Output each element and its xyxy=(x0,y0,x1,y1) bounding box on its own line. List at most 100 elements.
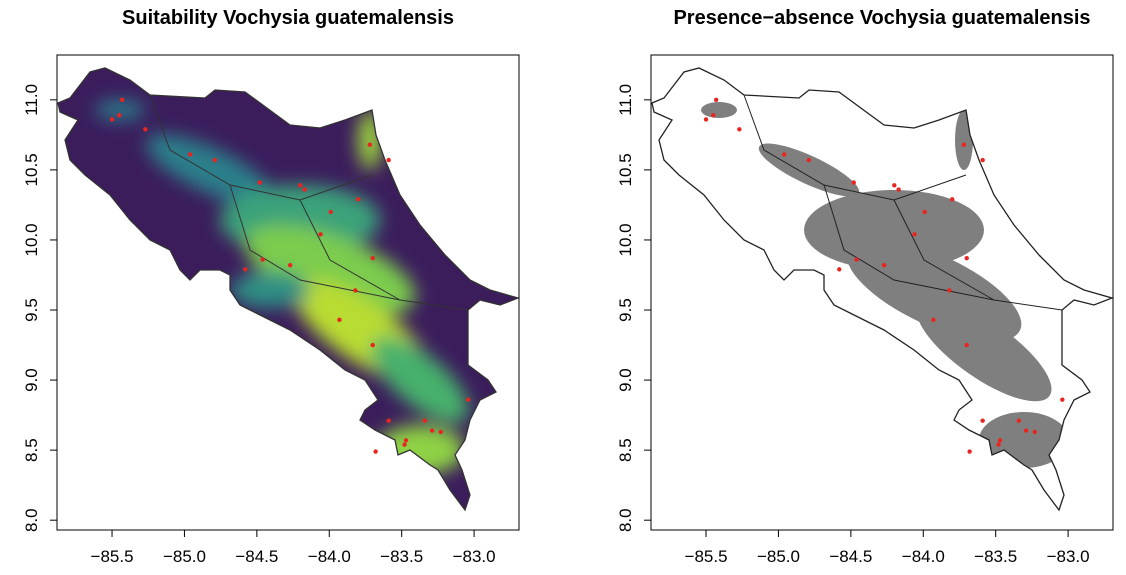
patch xyxy=(916,298,1052,402)
occurrence-point xyxy=(996,442,1001,447)
occurrence-point xyxy=(1023,428,1029,433)
x-tick-label: −84.0 xyxy=(308,547,351,566)
panel-title: Presence−absence Vochysia guatemalensis xyxy=(673,7,1090,29)
occurrence-point xyxy=(980,157,985,163)
occurrence-point xyxy=(243,267,248,272)
occurrence-point xyxy=(912,232,917,237)
occurrence-point xyxy=(737,127,742,132)
x-tick-label: −84.0 xyxy=(902,547,945,566)
occurrence-point xyxy=(837,267,842,272)
occurrence-point xyxy=(892,183,897,188)
occurrence-point xyxy=(881,262,887,268)
x-tick-label: −85.5 xyxy=(685,547,728,566)
blob xyxy=(375,425,465,475)
occurrence-point xyxy=(370,342,375,348)
occurrence-point xyxy=(119,97,125,103)
province-borders xyxy=(149,94,469,311)
x-tick-label: −83.5 xyxy=(380,547,423,566)
occurrence-point xyxy=(109,117,115,122)
occurrence-point xyxy=(961,142,967,147)
y-tick-label: 8.5 xyxy=(616,438,635,462)
occurrence-point xyxy=(703,117,709,122)
occurrence-point xyxy=(980,418,985,423)
occurrence-point xyxy=(997,438,1003,443)
occurrence-point xyxy=(713,97,719,103)
occurrence-point xyxy=(318,232,323,237)
y-tick-label: 9.0 xyxy=(22,368,41,392)
blob xyxy=(95,100,145,120)
occurrence-point xyxy=(302,187,307,192)
occurrence-point xyxy=(386,157,391,163)
x-tick-label: −83.0 xyxy=(453,547,496,566)
occurrence-point xyxy=(967,449,972,454)
y-tick-label: 11.0 xyxy=(616,84,635,116)
occurrence-point xyxy=(466,397,471,402)
y-tick-label: 9.5 xyxy=(616,298,635,322)
occurrence-point xyxy=(260,257,265,262)
province-borders xyxy=(743,94,1063,311)
occurrence-point xyxy=(287,262,293,268)
x-tick-label: −83.5 xyxy=(974,547,1017,566)
occurrence-point xyxy=(429,428,435,433)
occurrence-point xyxy=(854,257,859,262)
x-tick-label: −85.0 xyxy=(163,547,206,566)
blob xyxy=(371,336,469,424)
y-tick-label: 9.0 xyxy=(616,368,635,392)
occurrence-point xyxy=(328,209,333,215)
blob xyxy=(230,272,310,308)
occurrence-point xyxy=(386,418,391,423)
occurrence-point xyxy=(298,183,303,188)
occurrence-point xyxy=(367,142,373,147)
occurrence-point xyxy=(1032,429,1037,435)
occurrence-point xyxy=(356,197,361,202)
x-tick-label: −85.5 xyxy=(91,547,134,566)
occurrence-point xyxy=(931,317,936,323)
occurrence-point xyxy=(950,197,955,202)
occurrence-point xyxy=(257,180,262,185)
occurrence-point xyxy=(806,157,812,163)
occurrence-point xyxy=(1016,418,1022,423)
occurrence-point xyxy=(964,255,969,261)
occurrence-point xyxy=(711,113,716,118)
occurrence-point xyxy=(782,152,787,157)
occurrence-point xyxy=(964,342,969,348)
occurrence-point xyxy=(117,113,122,118)
occurrence-point xyxy=(353,288,358,293)
occurrence-point xyxy=(370,255,375,261)
plot-frame xyxy=(650,54,1114,531)
y-tick-label: 9.5 xyxy=(22,298,41,322)
raster-blobs xyxy=(95,100,469,475)
y-tick-label: 10.0 xyxy=(616,223,635,256)
suitability-raster xyxy=(57,67,519,511)
x-tick-label: −84.5 xyxy=(235,547,278,566)
occurrence-point xyxy=(896,187,901,192)
x-tick-label: −85.0 xyxy=(757,547,800,566)
occurrence-point xyxy=(422,418,428,423)
occurrence-point xyxy=(373,449,378,454)
y-tick-label: 11.0 xyxy=(22,84,41,116)
occurrence-point xyxy=(337,317,342,323)
y-tick-label: 8.0 xyxy=(616,508,635,532)
occurrence-point xyxy=(947,288,952,293)
occurrence-point xyxy=(403,438,409,443)
occurrence-point xyxy=(851,180,856,185)
occurrence-point xyxy=(212,157,218,163)
y-tick-label: 8.5 xyxy=(22,438,41,462)
patch xyxy=(955,110,973,170)
patch xyxy=(979,412,1069,468)
x-tick-label: −84.5 xyxy=(829,547,872,566)
plot-frame xyxy=(56,54,520,531)
x-tick-label: −83.0 xyxy=(1047,547,1090,566)
occurrence-point xyxy=(1060,397,1065,402)
occurrence-point xyxy=(438,429,443,435)
occurrence-point xyxy=(188,152,193,157)
panel-title: Suitability Vochysia guatemalensis xyxy=(122,7,454,29)
patch xyxy=(701,102,737,118)
y-tick-label: 8.0 xyxy=(22,508,41,532)
occurrence-point xyxy=(143,127,148,132)
occurrence-point xyxy=(402,442,407,447)
axes-layer: −85.5 −85.0 −84.5 −84.0 −83.5 −83.0 8.0 8.5 9.0 9… xyxy=(22,54,1114,566)
blob xyxy=(244,224,416,316)
y-tick-label: 10.5 xyxy=(616,153,635,186)
